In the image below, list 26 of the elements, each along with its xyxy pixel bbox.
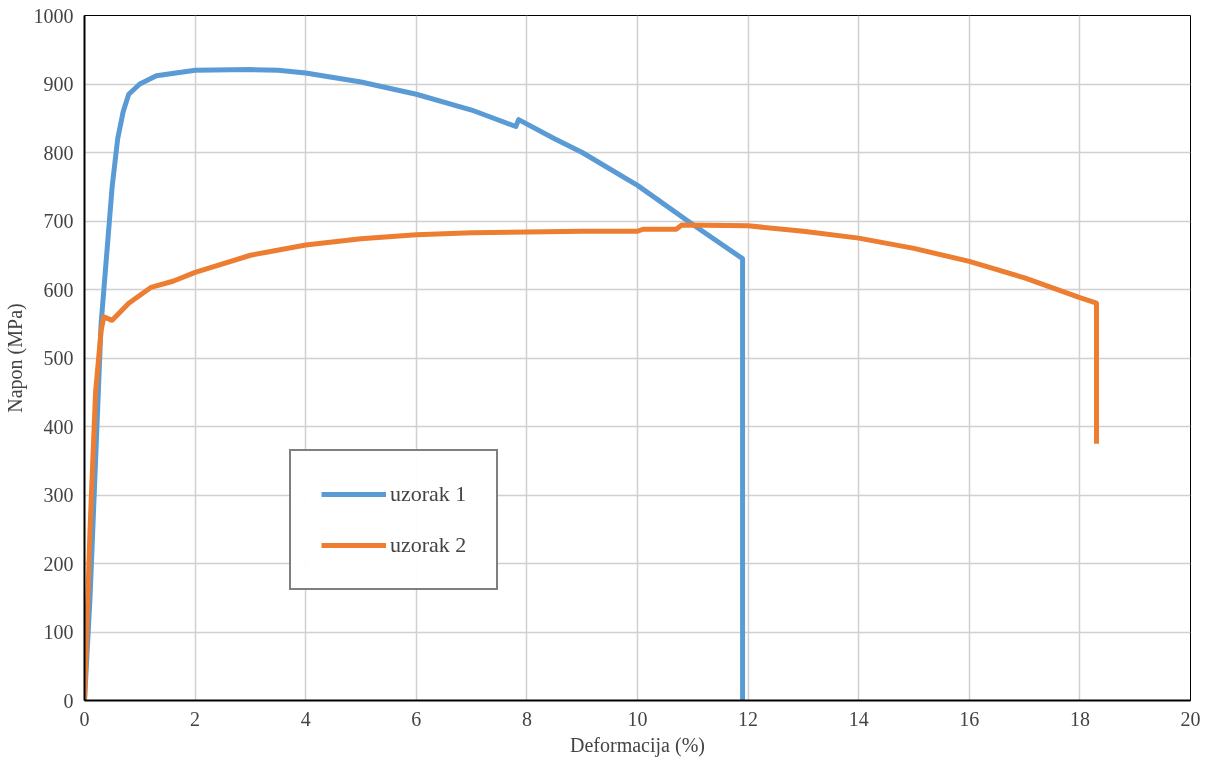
x-tick-label: 12 <box>738 707 759 730</box>
x-tick-label: 2 <box>190 707 201 730</box>
x-tick-label: 8 <box>521 707 532 730</box>
y-tick-label: 300 <box>43 484 74 506</box>
x-tick-label: 16 <box>959 707 980 730</box>
x-tick-label: 20 <box>1180 707 1201 730</box>
y-tick-label: 900 <box>43 73 74 95</box>
y-tick-label: 0 <box>63 689 74 712</box>
y-axis-title: Napon (MPa) <box>3 303 27 413</box>
x-tick-label: 18 <box>1069 707 1090 730</box>
y-tick-label: 500 <box>43 347 74 369</box>
x-tick-label: 4 <box>300 707 311 730</box>
legend-label: uzorak 2 <box>390 532 467 558</box>
y-tick-label: 1000 <box>33 4 74 27</box>
legend-label: uzorak 1 <box>390 481 467 507</box>
x-axis-title: Deformacija (%) <box>570 733 705 757</box>
x-tick-label: 6 <box>411 707 422 730</box>
y-tick-label: 700 <box>43 210 74 232</box>
y-tick-label: 800 <box>43 141 74 164</box>
y-tick-label: 200 <box>43 552 74 575</box>
x-tick-label: 0 <box>79 707 90 730</box>
x-tick-label: 14 <box>848 707 869 730</box>
y-tick-label: 100 <box>43 621 74 643</box>
x-tick-label: 10 <box>627 707 648 730</box>
y-tick-label: 400 <box>43 415 74 438</box>
y-tick-label: 600 <box>43 278 74 301</box>
